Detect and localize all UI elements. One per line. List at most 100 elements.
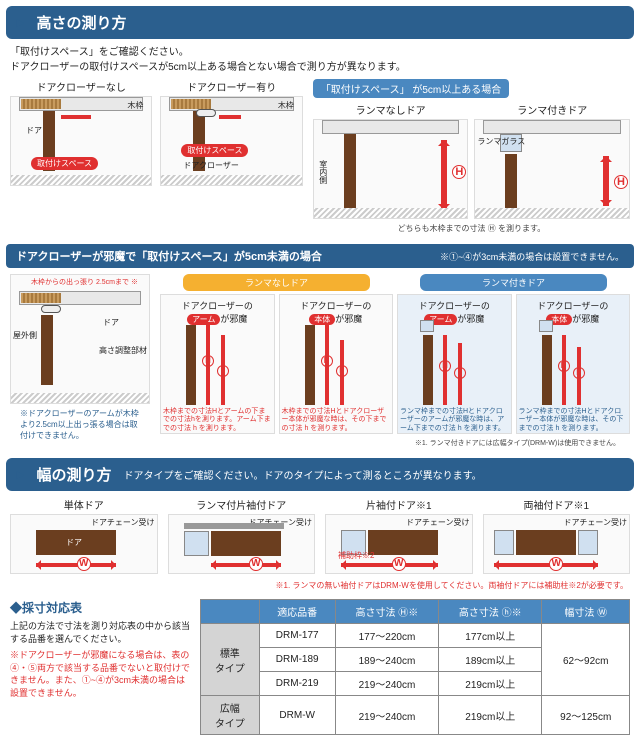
panel2-note: 木枠までの寸法Hとドアクローザー本体が邪魔な時は、その下までの寸法 h を測りま… [282,408,391,433]
ranma-label: ランマガラス [477,136,525,147]
install-space-tag2: 取付けスペース [181,144,248,157]
th1: 適応品番 [259,600,335,624]
closer-yes-diagram: ドアクローザー有り 木枠 取付けスペース ドアクローザー [160,79,302,186]
doorw1: ドア [66,537,82,548]
section3-title: 幅の測り方 [36,464,111,485]
ranma-yes-title: ランマ付きドア [474,102,630,117]
wood-label2: 木枠 [278,100,294,111]
section2-subtitle: ※①~④が3cm未満の場合は設置できません。 [440,250,624,263]
door-label: ドア [26,125,42,136]
section1-title: 高さの測り方 [36,12,126,33]
section1-row: ドアクローザーなし 木枠 ドア 取付けスペース ドアクローザー有り [10,79,630,238]
H4: H [558,360,570,372]
wood-label: 木枠 [127,100,143,111]
r3W: 92～125cm [542,696,630,735]
table-row: 広幅 タイプ DRM-W 219～240cm 219cm以上 92～125cm [201,696,630,735]
r1H: 189～240cm [335,648,438,672]
h1: h [217,365,229,377]
W2: W [249,557,263,571]
ranma-none-header: ランマなしドア [183,274,369,291]
panel4-note: ランマ枠までの寸法Hとドアクローザー本体が邪魔な時は、その下までの寸法 h を測… [519,408,628,433]
closer-label: ドアクローザー [183,160,238,171]
r3num: DRM-W [259,696,335,735]
r2H: 219～240cm [335,672,438,696]
h2: h [336,365,348,377]
r1h: 189cm以上 [439,648,542,672]
type-std: 標準 タイプ [201,624,260,696]
h-label2: H [614,175,628,189]
th0 [201,600,260,624]
table-heading: ◆採寸対応表 [10,599,190,616]
H2: H [321,355,333,367]
chain3: ドアチェーン受け [406,517,469,528]
section1-intro: 「取付けスペース」をご確認ください。 ドアクローザーの取付けスペースが5cm以上… [10,43,630,73]
width-diag2: ランマ付片袖付ドア ドアチェーン受け W [168,497,316,574]
closer-yes-title: ドアクローザー有り [160,79,302,94]
outside-label: 屋外側 [13,330,37,341]
type-wide: 広幅 タイプ [201,696,260,735]
table-text2: ※ドアクローザーが邪魔になる場合は、表の④・⑤両方で該当する品番でないと取付けで… [10,649,190,699]
ranma-yes-header: ランマ付きドア [420,274,606,291]
r0num: DRM-177 [259,624,335,648]
width-diag4: 両袖付ドア※1 ドアチェーン受け W [483,497,631,574]
type3: 片袖付ドア※1 [325,497,473,512]
ranma-no-diag: ランマなしドア H 室内側 [313,102,469,219]
chain1: ドアチェーン受け [91,517,154,528]
th4: 幅寸法 Ⓦ [542,600,630,624]
chain4: ドアチェーン受け [564,517,627,528]
type1: 単体ドア [10,497,158,512]
W3: W [392,557,406,571]
section1-header: ▶ 高さの測り方 [6,6,634,39]
spec-table: 適応品番 高さ寸法 Ⓗ※ 高さ寸法 ⓗ※ 幅寸法 Ⓦ 標準 タイプ DRM-17… [200,599,630,735]
table-text: 上記の方法で寸法を測り対応表の中から該当する品番を選んでください。 [10,620,190,645]
th3: 高さ寸法 ⓗ※ [439,600,542,624]
section3-subtitle: ドアタイプをご確認ください。ドアのタイプによって測るところが異なります。 [123,467,481,482]
install-space-tag: 取付けスペース [31,157,98,170]
section2-title: ドアクローザーが邪魔で「取付けスペース」が5cm未満の場合 [16,248,322,264]
r2h: 219cm以上 [439,672,542,696]
section3-header: ▶ 幅の測り方 ドアタイプをご確認ください。ドアのタイプによって測るところが異な… [6,458,634,491]
section2-row: 木枠からの出っ張り 2.5cmまで ※ 屋外側 高さ調整部材 ドア ※ドアクロー… [10,274,630,452]
case-5cm-over: 「取付けスペース」 が5cm以上ある場合 [313,79,509,98]
width-diag1: 単体ドア ドアチェーン受け ドア W [10,497,158,574]
h4: h [573,367,585,379]
W4: W [549,557,563,571]
th2: 高さ寸法 Ⓗ※ [335,600,438,624]
W1: W [77,557,91,571]
r0H: 177～220cm [335,624,438,648]
triangle-icon2: ▶ [16,468,24,481]
panel3-note: ランマ枠までの寸法Hとドアクローザーのアームが邪魔な時は、アーム下までの寸法 h… [400,408,509,433]
panel1-title: ドアクローザーのアームが邪魔 [165,299,270,325]
section2-header: ドアクローザーが邪魔で「取付けスペース」が5cm未満の場合 ※①~④が3cm未満… [6,244,634,268]
triangle-icon: ▶ [16,16,24,29]
r1num: DRM-189 [259,648,335,672]
side-note: ※ドアクローザーのアームが木枠より2.5cm以上出っ張る場合は取付けできません。 [20,408,140,441]
panel1-note: 木枠までの寸法Hとアームの下までの寸法hを測ります。アーム下までの寸法 h を測… [163,408,272,433]
panel2: ドアクローザーの本体が邪魔 H h 木枠までの寸法Hとドアクローザー本体が邪魔な… [279,294,394,434]
table-row: 標準 タイプ DRM-177 177～220cm 177cm以上 62～92cm [201,624,630,648]
panel3: ドアクローザーのアームが邪魔 H h ランマ枠までの寸法Hとドアクローザーのアー… [397,294,512,434]
width-diag3: 片袖付ドア※1 ドアチェーン受け 補助枠※2 W [325,497,473,574]
panel2-title: ドアクローザーの本体が邪魔 [284,299,389,325]
type2: ランマ付片袖付ドア [168,497,316,512]
closer-no-title: ドアクローザーなし [10,79,152,94]
door-label3: ドア [103,317,119,328]
type4: 両袖付ドア※1 [483,497,631,512]
section3-foot: ※1. ランマの無い袖付ドアはDRM-Wを使用してください。両袖付ドアには補助柱… [10,580,628,591]
section1-foot: どちらも木枠までの寸法 Ⓗ を測ります。 [323,223,620,234]
section3-row: 単体ドア ドアチェーン受け ドア W ランマ付片袖付ドア ドアチェーン受け W … [10,497,630,574]
ranma-yes-diag: ランマ付きドア H ランマガラス [474,102,630,219]
table-section: ◆採寸対応表 上記の方法で寸法を測り対応表の中から該当する品番を選んでください。… [10,599,630,735]
panel3-title: ドアクローザーのアームが邪魔 [402,299,507,325]
table-note: ◆採寸対応表 上記の方法で寸法を測り対応表の中から該当する品番を選んでください。… [10,599,190,700]
r3H: 219～240cm [335,696,438,735]
panel4-title: ドアクローザーの本体が邪魔 [521,299,626,325]
h3: h [454,367,466,379]
aux1: 補助枠※2 [338,550,374,561]
panel1: ドアクローザーのアームが邪魔 H h 木枠までの寸法Hとアームの下までの寸法hを… [160,294,275,434]
closer-no-diagram: ドアクローザーなし 木枠 ドア 取付けスペース [10,79,152,186]
panel4: ドアクローザーの本体が邪魔 H h ランマ枠までの寸法Hとドアクローザー本体が邪… [516,294,631,434]
ranma-no-title: ランマなしドア [313,102,469,117]
adjust-label: 高さ調整部材 [99,345,147,356]
r0h: 177cm以上 [439,624,542,648]
